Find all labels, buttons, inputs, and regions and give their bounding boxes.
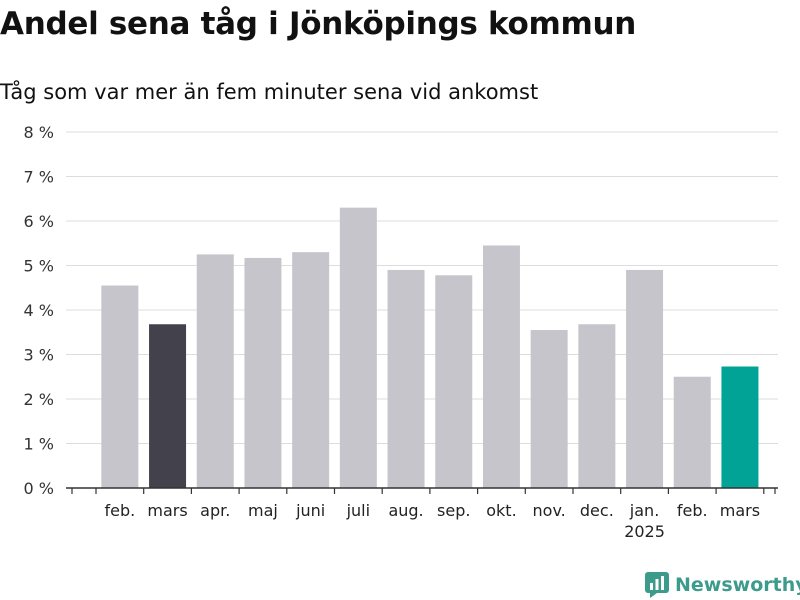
y-tick-label: 0 % bbox=[24, 479, 54, 498]
bar bbox=[482, 245, 520, 488]
brand-name: Newsworthy bbox=[675, 574, 800, 596]
bar bbox=[101, 285, 139, 488]
y-tick-label: 7 % bbox=[24, 168, 54, 187]
y-tick-label: 6 % bbox=[24, 212, 54, 231]
y-tick-label: 1 % bbox=[24, 435, 54, 454]
bar bbox=[673, 376, 711, 488]
bar bbox=[292, 252, 330, 488]
bar bbox=[244, 257, 282, 488]
newsworthy-logo: Newsworthy bbox=[645, 570, 800, 600]
y-tick-label: 3 % bbox=[24, 346, 54, 365]
x-tick-label: aug. bbox=[388, 501, 423, 520]
bar bbox=[626, 269, 664, 488]
bar bbox=[435, 275, 473, 488]
y-tick-label: 5 % bbox=[24, 257, 54, 276]
chart-title: Andel sena tåg i Jönköpings kommun bbox=[0, 6, 637, 42]
y-tick-label: 8 % bbox=[24, 123, 54, 142]
x-tick-label: feb. bbox=[104, 501, 135, 520]
bar bbox=[721, 366, 759, 488]
bar bbox=[339, 207, 377, 488]
bar bbox=[149, 324, 187, 488]
x-year-label: 2025 bbox=[624, 522, 665, 541]
bar-chart: 0 % 1 % 2 % 3 % 4 % 5 % 6 % 7 % 8 % feb. mars apr. m… bbox=[24, 123, 778, 541]
bar bbox=[578, 324, 616, 488]
x-tick-label: jan. bbox=[629, 501, 659, 520]
x-tick-label: apr. bbox=[200, 501, 230, 520]
newsworthy-icon bbox=[645, 572, 669, 598]
x-tick-label: mars bbox=[147, 501, 187, 520]
chart-subtitle: Tåg som var mer än fem minuter sena vid … bbox=[0, 80, 539, 104]
bar bbox=[530, 330, 568, 488]
x-tick-label: maj bbox=[248, 501, 278, 520]
x-tick-label: nov. bbox=[533, 501, 566, 520]
x-tick-label: juni bbox=[295, 501, 325, 520]
x-tick-label: okt. bbox=[486, 501, 516, 520]
y-tick-label: 4 % bbox=[24, 301, 54, 320]
x-tick-label: feb. bbox=[677, 501, 708, 520]
x-tick-label: sep. bbox=[437, 501, 470, 520]
x-tick-label: mars bbox=[720, 501, 760, 520]
x-tick-label: dec. bbox=[580, 501, 614, 520]
bar bbox=[387, 269, 425, 488]
x-tick-label: juli bbox=[346, 501, 370, 520]
y-tick-label: 2 % bbox=[24, 390, 54, 409]
bar bbox=[196, 254, 234, 488]
